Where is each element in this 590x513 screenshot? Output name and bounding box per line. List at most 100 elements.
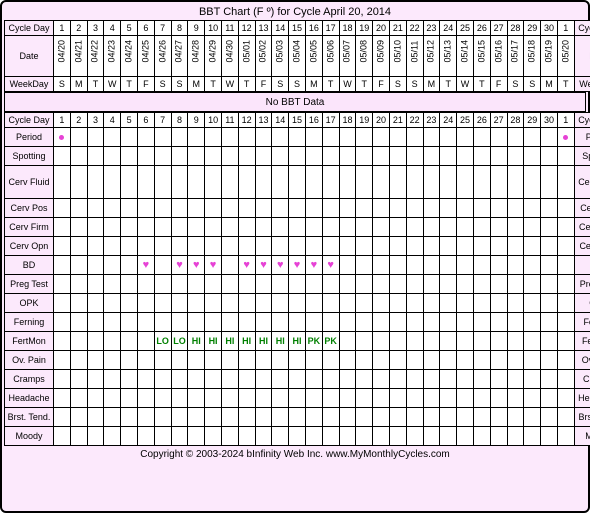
day-cell: 11 (221, 113, 238, 128)
day-cell: HI (289, 332, 306, 351)
day-cell (389, 408, 406, 427)
day-cell (373, 313, 390, 332)
day-cell (238, 199, 255, 218)
day-cell: F (137, 77, 154, 92)
day-cell: HI (238, 332, 255, 351)
day-cell (121, 313, 138, 332)
day-cell: 25 (457, 113, 474, 128)
day-cell (473, 199, 490, 218)
day-cell: 24 (440, 21, 457, 36)
row-label-left: Moody (5, 427, 54, 446)
day-cell (137, 351, 154, 370)
day-cell (322, 166, 339, 199)
day-cell (524, 128, 541, 147)
day-cell (440, 408, 457, 427)
day-cell (423, 313, 440, 332)
day-cell (238, 351, 255, 370)
day-cell (339, 351, 356, 370)
fertmon-value: HI (192, 336, 201, 346)
day-cell (188, 166, 205, 199)
day-cell: 05/03 (272, 36, 289, 77)
day-cell: 29 (524, 113, 541, 128)
day-cell (171, 218, 188, 237)
day-cell (154, 147, 171, 166)
day-cell (339, 128, 356, 147)
day-cell: 05/06 (322, 36, 339, 77)
day-cell: 04/20 (54, 36, 71, 77)
day-cell (305, 128, 322, 147)
day-cell: S (154, 77, 171, 92)
day-cell: 21 (389, 21, 406, 36)
day-cell (154, 389, 171, 408)
day-cell (339, 218, 356, 237)
day-cell (356, 256, 373, 275)
track-row: OPKOPK (5, 294, 590, 313)
day-cell (457, 275, 474, 294)
day-cell (70, 147, 87, 166)
day-cell (373, 166, 390, 199)
track-row: Cerv FluidCerv Fluid (5, 166, 590, 199)
day-cell: 04/29 (205, 36, 222, 77)
day-cell (87, 332, 104, 351)
day-cell: LO (154, 332, 171, 351)
day-cell: 1 (54, 21, 71, 36)
bbt-chart: BBT Chart (F º) for Cycle April 20, 2014… (0, 0, 590, 513)
day-cell (373, 408, 390, 427)
day-cell (557, 147, 574, 166)
day-cell: M (541, 77, 558, 92)
track-row: HeadacheHeadache (5, 389, 590, 408)
day-cell (205, 166, 222, 199)
day-cell: 05/12 (423, 36, 440, 77)
day-cell (557, 256, 574, 275)
day-cell (54, 218, 71, 237)
day-cell: 23 (423, 21, 440, 36)
day-cell (490, 370, 507, 389)
day-cell: 7 (154, 113, 171, 128)
heart-icon: ♥ (210, 259, 217, 271)
day-cell: 28 (507, 113, 524, 128)
day-cell (423, 427, 440, 446)
day-cell (490, 237, 507, 256)
day-cell (238, 275, 255, 294)
date-label: 05/08 (360, 51, 369, 63)
day-cell (373, 199, 390, 218)
day-cell (70, 237, 87, 256)
day-cell (70, 218, 87, 237)
day-cell (507, 332, 524, 351)
day-cell: 05/05 (305, 36, 322, 77)
day-cell (221, 313, 238, 332)
day-cell: 05/09 (373, 36, 390, 77)
day-cell (171, 166, 188, 199)
day-cell (54, 427, 71, 446)
day-cell (121, 237, 138, 256)
day-cell (221, 427, 238, 446)
day-cell (490, 218, 507, 237)
day-cell (322, 389, 339, 408)
day-cell (423, 332, 440, 351)
day-cell (339, 256, 356, 275)
day-cell: F (255, 77, 272, 92)
day-cell (524, 427, 541, 446)
day-cell (171, 237, 188, 256)
day-cell (272, 218, 289, 237)
day-cell (423, 237, 440, 256)
day-cell (557, 218, 574, 237)
day-cell (171, 275, 188, 294)
day-cell (305, 166, 322, 199)
day-cell (541, 275, 558, 294)
day-cell (205, 128, 222, 147)
day-cell (507, 370, 524, 389)
day-cell: M (423, 77, 440, 92)
day-cell (289, 408, 306, 427)
day-cell (154, 218, 171, 237)
track-row: BD♥♥♥♥♥♥♥♥♥♥BD (5, 256, 590, 275)
header-table: Cycle Day1234567891011121314151617181920… (4, 20, 590, 92)
day-cell (238, 408, 255, 427)
day-cell (322, 275, 339, 294)
row-label-left: Period (5, 128, 54, 147)
row-label-right: Spotting (574, 147, 590, 166)
day-cell (87, 389, 104, 408)
fertmon-value: HI (259, 336, 268, 346)
day-cell (524, 294, 541, 313)
day-cell: 12 (238, 113, 255, 128)
